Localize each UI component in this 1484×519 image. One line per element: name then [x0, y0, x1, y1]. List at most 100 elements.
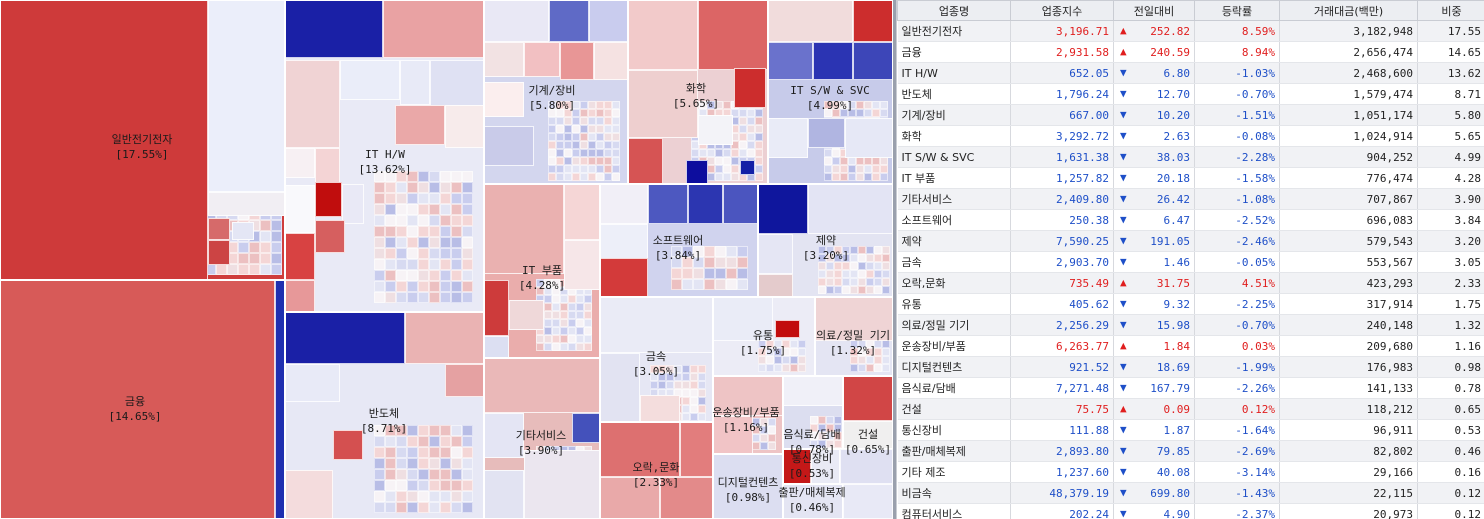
stock-tile[interactable]: [429, 458, 440, 469]
table-row[interactable]: 컴퓨터서비스 202.24 ▼ 4.90 -2.37% 20,973 0.12: [897, 503, 1484, 519]
stock-tile[interactable]: [385, 292, 396, 303]
stock-tile[interactable]: [407, 171, 418, 182]
stock-tile[interactable]: [418, 491, 429, 502]
stock-tile[interactable]: [451, 436, 462, 447]
stock-tile[interactable]: [451, 193, 462, 204]
stock-tile[interactable]: [385, 215, 396, 226]
stock-tile[interactable]: [271, 220, 282, 231]
stock-tile[interactable]: [596, 117, 604, 125]
stock-tile[interactable]: [440, 447, 451, 458]
stock-tile[interactable]: [374, 436, 385, 447]
stock-tile[interactable]: [440, 259, 451, 270]
stock-tile[interactable]: [572, 125, 580, 133]
stock-tile[interactable]: [548, 117, 556, 125]
stock-tile[interactable]: [396, 226, 407, 237]
stock-tile[interactable]: [604, 117, 612, 125]
stock-tile[interactable]: [440, 193, 451, 204]
stock-tile[interactable]: [429, 469, 440, 480]
stock-tile[interactable]: [260, 220, 271, 231]
stock-tile[interactable]: [440, 270, 451, 281]
stock-tile[interactable]: [429, 281, 440, 292]
stock-tile[interactable]: [407, 281, 418, 292]
stock-tile[interactable]: [396, 270, 407, 281]
stock-tile[interactable]: [462, 491, 473, 502]
stock-tile[interactable]: [588, 109, 596, 117]
header-weight[interactable]: 비중: [1417, 0, 1484, 21]
stock-tile[interactable]: [604, 101, 612, 109]
stock-tile[interactable]: [612, 109, 620, 117]
stock-tile[interactable]: [396, 502, 407, 513]
stock-tile[interactable]: [407, 248, 418, 259]
stock-tile[interactable]: [374, 237, 385, 248]
table-row[interactable]: 운송장비/부품 6,263.77 ▲ 1.84 0.03% 209,680 1.16: [897, 335, 1484, 357]
stock-tile[interactable]: [462, 281, 473, 292]
stock-tile[interactable]: [451, 458, 462, 469]
stock-tile[interactable]: [418, 292, 429, 303]
stock-tile[interactable]: [588, 125, 596, 133]
table-row[interactable]: IT S/W & SVC 1,631.38 ▼ 38.03 -2.28% 904,252 4…: [897, 146, 1484, 168]
stock-tile[interactable]: [260, 242, 271, 253]
stock-tile[interactable]: [385, 425, 396, 436]
table-row[interactable]: 오락,문화 735.49 ▲ 31.75 4.51% 423,293 2.33: [897, 272, 1484, 294]
stock-tile[interactable]: [556, 109, 564, 117]
stock-tile[interactable]: [440, 281, 451, 292]
table-row[interactable]: 통신장비 111.88 ▼ 1.87 -1.64% 96,911 0.53: [897, 419, 1484, 441]
stock-tile[interactable]: [396, 469, 407, 480]
stock-tile[interactable]: [385, 458, 396, 469]
stock-tile[interactable]: [385, 237, 396, 248]
stock-tile[interactable]: [462, 458, 473, 469]
stock-tile[interactable]: [440, 436, 451, 447]
stock-tile[interactable]: [271, 242, 282, 253]
stock-tile[interactable]: [374, 281, 385, 292]
stock-tile[interactable]: [451, 281, 462, 292]
stock-tile[interactable]: [374, 425, 385, 436]
stock-tile[interactable]: [440, 292, 451, 303]
stock-tile[interactable]: [462, 215, 473, 226]
table-row[interactable]: 금융 2,931.58 ▲ 240.59 8.94% 2,656,474 14.65: [897, 41, 1484, 63]
stock-tile[interactable]: [462, 182, 473, 193]
stock-tile[interactable]: [407, 502, 418, 513]
stock-tile[interactable]: [374, 292, 385, 303]
stock-tile[interactable]: [462, 425, 473, 436]
stock-tile[interactable]: [429, 248, 440, 259]
stock-tile[interactable]: [612, 117, 620, 125]
stock-tile[interactable]: [396, 204, 407, 215]
stock-tile[interactable]: [418, 182, 429, 193]
stock-tile[interactable]: [462, 502, 473, 513]
stock-tile[interactable]: [396, 281, 407, 292]
stock-tile[interactable]: [418, 458, 429, 469]
stock-tile[interactable]: [385, 480, 396, 491]
stock-tile[interactable]: [451, 259, 462, 270]
stock-tile[interactable]: [227, 264, 238, 275]
table-row[interactable]: 소프트웨어 250.38 ▼ 6.47 -2.52% 696,083 3.84: [897, 209, 1484, 231]
stock-tile[interactable]: [238, 253, 249, 264]
stock-tile[interactable]: [596, 101, 604, 109]
stock-tile[interactable]: [440, 469, 451, 480]
stock-tile[interactable]: [407, 182, 418, 193]
stock-tile[interactable]: [418, 502, 429, 513]
stock-tile[interactable]: [548, 101, 556, 109]
stock-tile[interactable]: [429, 425, 440, 436]
stock-tile[interactable]: [407, 204, 418, 215]
stock-tile[interactable]: [462, 226, 473, 237]
stock-tile[interactable]: [440, 215, 451, 226]
stock-tile[interactable]: [374, 215, 385, 226]
stock-tile[interactable]: [385, 204, 396, 215]
stock-tile[interactable]: [418, 270, 429, 281]
stock-tile[interactable]: [260, 231, 271, 242]
stock-tile[interactable]: [418, 193, 429, 204]
stock-tile[interactable]: [840, 449, 893, 484]
stock-tile[interactable]: [580, 109, 588, 117]
stock-tile[interactable]: [564, 125, 572, 133]
stock-tile[interactable]: [462, 469, 473, 480]
header-sector-name[interactable]: 업종명: [897, 0, 1011, 21]
stock-tile[interactable]: [451, 248, 462, 259]
stock-tile[interactable]: [418, 480, 429, 491]
stock-tile[interactable]: [548, 125, 556, 133]
stock-tile[interactable]: [612, 101, 620, 109]
stock-tile[interactable]: [440, 204, 451, 215]
stock-tile[interactable]: [418, 237, 429, 248]
stock-tile[interactable]: [418, 281, 429, 292]
stock-tile[interactable]: [407, 215, 418, 226]
table-row[interactable]: 의료/정밀 기기 2,256.29 ▼ 15.98 -0.70% 240,148 1.32: [897, 314, 1484, 336]
